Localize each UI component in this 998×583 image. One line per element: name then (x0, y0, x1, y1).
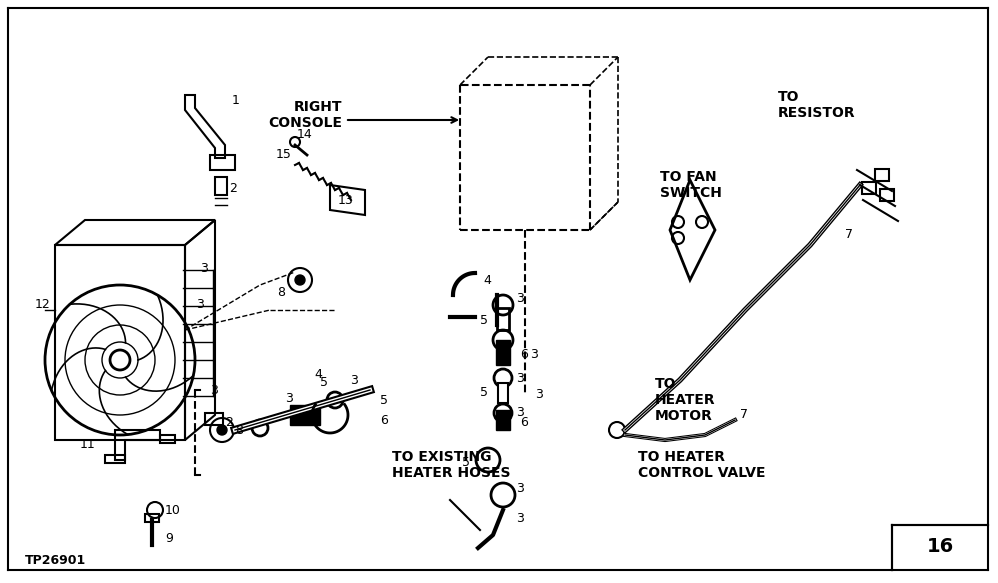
Text: 3: 3 (210, 384, 218, 396)
Text: 6: 6 (520, 349, 528, 361)
Text: 2: 2 (225, 416, 233, 430)
Text: TO
RESISTOR: TO RESISTOR (778, 90, 855, 120)
Text: 12: 12 (35, 298, 51, 311)
Text: 3: 3 (516, 511, 524, 525)
Text: 5: 5 (480, 387, 488, 399)
Text: 4: 4 (314, 368, 322, 381)
Text: TO FAN
SWITCH: TO FAN SWITCH (660, 170, 722, 200)
Text: 14: 14 (297, 128, 312, 142)
Circle shape (110, 350, 130, 370)
Bar (55, 245, 185, 440)
Text: 5: 5 (462, 456, 470, 469)
Text: 3: 3 (535, 388, 543, 402)
Text: TO
HEATER
MOTOR: TO HEATER MOTOR (655, 377, 716, 423)
Text: 15: 15 (276, 149, 292, 161)
Bar (290, 405, 320, 425)
Text: 2: 2 (229, 182, 237, 195)
Text: 6: 6 (380, 413, 388, 427)
Text: TP26901: TP26901 (25, 553, 86, 567)
Text: 9: 9 (165, 532, 173, 545)
Text: 11: 11 (79, 438, 95, 451)
Text: 3: 3 (516, 406, 524, 420)
Text: TO HEATER
CONTROL VALVE: TO HEATER CONTROL VALVE (638, 450, 765, 480)
Text: RIGHT
CONSOLE: RIGHT CONSOLE (268, 100, 342, 130)
Text: 1: 1 (232, 93, 240, 107)
Bar (498, 383, 508, 403)
Text: 3: 3 (285, 392, 292, 405)
Bar (205, 413, 223, 425)
Text: 5: 5 (320, 375, 328, 388)
Bar (496, 340, 510, 365)
Bar (160, 435, 175, 443)
Bar (862, 182, 876, 194)
Text: 7: 7 (740, 409, 748, 422)
Text: 3: 3 (196, 298, 204, 311)
Text: 7: 7 (845, 229, 853, 241)
Text: 3: 3 (200, 262, 208, 275)
Bar (880, 189, 894, 201)
Bar (105, 455, 125, 463)
Text: 3: 3 (530, 349, 538, 361)
Bar (875, 169, 889, 181)
Text: 16: 16 (926, 538, 954, 557)
Circle shape (217, 425, 227, 435)
Bar (145, 514, 159, 522)
Bar (497, 308, 509, 330)
Text: 3: 3 (350, 374, 358, 387)
Text: 5: 5 (380, 394, 388, 406)
Text: 13: 13 (338, 194, 353, 206)
Text: 8: 8 (235, 423, 243, 437)
Bar (215, 177, 227, 195)
Text: 3: 3 (516, 482, 524, 494)
Text: 8: 8 (277, 286, 285, 300)
Text: 10: 10 (165, 504, 181, 517)
Text: 3: 3 (516, 371, 524, 385)
Circle shape (295, 275, 305, 285)
Text: 3: 3 (516, 292, 524, 304)
Bar (210, 155, 235, 170)
Text: 4: 4 (483, 273, 491, 286)
Text: TO EXISTING
HEATER HOSES: TO EXISTING HEATER HOSES (392, 450, 511, 480)
Text: 6: 6 (520, 416, 528, 429)
Bar (496, 410, 510, 430)
Text: 5: 5 (480, 314, 488, 326)
